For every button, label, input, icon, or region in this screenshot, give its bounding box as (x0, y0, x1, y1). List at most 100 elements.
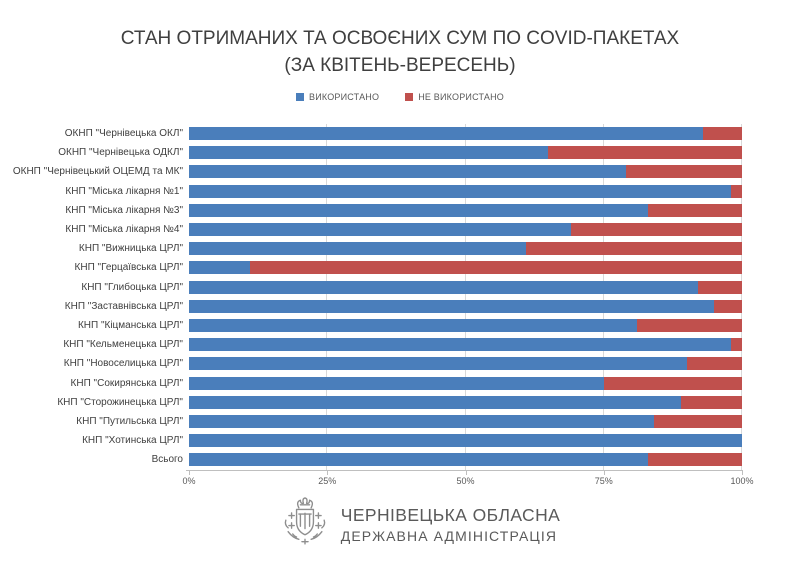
bar-unused-segment (714, 299, 742, 313)
gridline (602, 124, 604, 470)
chart-legend: ВИКОРИСТАНО НЕ ВИКОРИСТАНО (0, 92, 800, 102)
bar-unused-segment (647, 453, 742, 467)
bar-track (189, 146, 742, 160)
y-axis-label: КНП "Міська лікарня №3" (65, 204, 183, 216)
gridline (741, 124, 742, 470)
legend-item: НЕ ВИКОРИСТАНО (405, 92, 504, 102)
bar-used-segment (189, 242, 527, 256)
bar-track (189, 395, 742, 409)
y-axis-label: КНП "Сторожинецька ЦРЛ" (57, 396, 183, 408)
bar-used-segment (189, 261, 250, 275)
y-axis-label: ОКНП "Чернівецька ОКЛ" (64, 128, 183, 140)
chart-row: КНП "Міська лікарня №3" (0, 201, 742, 220)
bar-unused-segment (570, 223, 742, 237)
bar-track (189, 338, 742, 352)
chart-row: КНП "Сторожинецька ЦРЛ" (0, 393, 742, 412)
bar-used-segment (189, 280, 698, 294)
bar-track (189, 453, 742, 467)
chart-row: КНП "Путильська ЦРЛ" (0, 412, 742, 431)
bar-track (189, 203, 742, 217)
bar-track (189, 299, 742, 313)
footer: ЧЕРНІВЕЦЬКА ОБЛАСНА ДЕРЖАВНА АДМІНІСТРАЦ… (21, 496, 800, 552)
bar-unused-segment (603, 376, 742, 390)
bar-track (189, 280, 742, 294)
x-axis-tick-labels: 0% 25% 50% 75% 100% (182, 476, 753, 490)
bar-track (189, 223, 742, 237)
bar-used-segment (189, 318, 637, 332)
chart-row: КНП "Кельменецька ЦРЛ" (0, 335, 742, 354)
bar-used-segment (189, 203, 648, 217)
y-axis-label: КНП "Кіцманська ЦРЛ" (77, 319, 183, 331)
chart-row: КНП "Заставнівська ЦРЛ" (0, 297, 742, 316)
bar-used-segment (189, 395, 682, 409)
chart-row: КНП "Глибоцька ЦРЛ" (0, 278, 742, 297)
chart-title-line2: (ЗА КВІТЕНЬ-ВЕРЕСЕНЬ) (284, 54, 516, 76)
y-axis-label: ОКНП "Чернівецький ОЦЕМД та МК" (12, 166, 183, 178)
chart-row: КНП "Кіцманська ЦРЛ" (0, 316, 742, 335)
x-axis-tickmark (327, 471, 329, 475)
chart-row: КНП "Хотинська ЦРЛ" (0, 431, 742, 450)
bar-unused-segment (636, 318, 742, 332)
x-axis-tick-label: 0% (182, 476, 196, 486)
x-axis-tickmark (742, 471, 743, 475)
x-axis-tickmark (603, 471, 605, 475)
chart-rows: ОКНП "Чернівецька ОКЛ" ОКНП "Чернівецька … (0, 124, 742, 469)
y-axis-label: КНП "Герцаївська ЦРЛ" (74, 262, 183, 274)
bar-used-segment (189, 453, 648, 467)
bar-track (189, 242, 742, 256)
bar-track (189, 318, 742, 332)
y-axis-label: КНП "Міська лікарня №1" (65, 185, 183, 197)
stacked-bar-chart: ОКНП "Чернівецька ОКЛ" ОКНП "Чернівецька … (0, 124, 800, 486)
bar-unused-segment (625, 165, 742, 179)
bar-track (189, 127, 742, 141)
y-axis-label: КНП "Глибоцька ЦРЛ" (81, 281, 183, 293)
y-axis-label: КНП "Вижницька ЦРЛ" (78, 243, 183, 255)
bar-track (189, 165, 742, 179)
chart-row: ОКНП "Чернівецька ОКЛ" (0, 124, 742, 143)
chart-row: Всього (0, 450, 742, 469)
legend-swatch-icon (296, 93, 304, 101)
chart-row: КНП "Новоселицька ЦРЛ" (0, 354, 742, 373)
bar-unused-segment (686, 357, 742, 371)
footer-org-line2: ДЕРЖАВНА АДМІНІСТРАЦІЯ (340, 527, 558, 544)
bar-unused-segment (703, 127, 742, 141)
chart-row: КНП "Герцаївська ЦРЛ" (0, 258, 742, 277)
coat-of-arms-icon (284, 497, 326, 545)
y-axis-label: КНП "Заставнівська ЦРЛ" (64, 300, 183, 312)
bar-used-segment (189, 165, 626, 179)
legend-item: ВИКОРИСТАНО (296, 92, 379, 102)
chart-row: КНП "Сокирянська ЦРЛ" (0, 373, 742, 392)
bar-unused-segment (653, 414, 742, 428)
bar-unused-segment (548, 146, 742, 160)
legend-swatch-icon (405, 93, 414, 101)
gridline (326, 124, 328, 470)
bar-unused-segment (730, 338, 742, 352)
chart-gridlines (189, 124, 742, 470)
legend-label: НЕ ВИКОРИСТАНО (418, 92, 504, 102)
chart-row: КНП "Вижницька ЦРЛ" (0, 239, 742, 258)
chart-row: КНП "Міська лікарня №4" (0, 220, 742, 239)
bar-used-segment (189, 338, 731, 352)
chart-row: ОКНП "Чернівецька ОДКЛ" (0, 143, 742, 162)
bar-used-segment (189, 414, 654, 428)
y-axis-label: КНП "Путильська ЦРЛ" (76, 415, 183, 427)
chart-row: ОКНП "Чернівецький ОЦЕМД та МК" (0, 162, 742, 181)
y-axis-label: КНП "Кельменецька ЦРЛ" (63, 339, 183, 351)
footer-org-name: ЧЕРНІВЕЦЬКА ОБЛАСНА ДЕРЖАВНА АДМІНІСТРАЦ… (341, 505, 560, 544)
bar-used-segment (189, 357, 687, 371)
footer-org-line1: ЧЕРНІВЕЦЬКА ОБЛАСНА (340, 504, 561, 525)
x-axis-tick-label: 25% (318, 476, 337, 486)
y-axis-label: КНП "Сокирянська ЦРЛ" (70, 377, 183, 389)
x-axis-tick-label: 50% (456, 476, 475, 486)
bar-used-segment (189, 184, 731, 198)
y-axis-label: КНП "Новоселицька ЦРЛ" (63, 358, 183, 370)
chart-title: СТАН ОТРИМАНИХ ТА ОСВОЄНИХ СУМ ПО COVID-… (0, 26, 800, 80)
bar-used-segment (189, 299, 715, 313)
chart-row: КНП "Міська лікарня №1" (0, 182, 742, 201)
bar-unused-segment (697, 280, 742, 294)
chart-title-line1: СТАН ОТРИМАНИХ ТА ОСВОЄНИХ СУМ ПО COVID-… (120, 28, 680, 49)
bar-track (189, 414, 742, 428)
x-axis-tickmark (189, 471, 190, 475)
bar-track (189, 357, 742, 371)
